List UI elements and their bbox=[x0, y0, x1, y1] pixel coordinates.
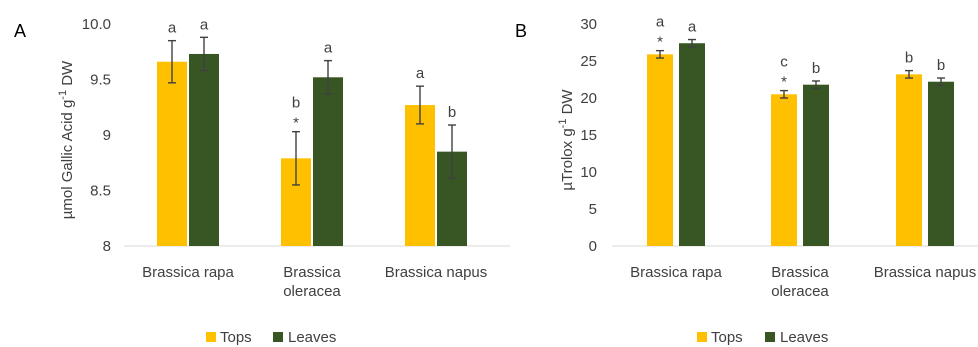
panel-a-legend-tops: Tops bbox=[220, 329, 252, 346]
y-tick-label: 20 bbox=[580, 90, 597, 107]
significance-letter: a bbox=[656, 14, 665, 31]
category-label-line2: oleracea bbox=[283, 283, 341, 300]
significance-letter: b bbox=[905, 50, 913, 67]
significance-letter: b bbox=[812, 60, 820, 77]
category-label: Brassica napus bbox=[874, 264, 977, 281]
y-tick-label: 9.5 bbox=[90, 72, 111, 89]
panel-a-legend: Tops Leaves bbox=[206, 329, 336, 346]
y-tick-label: 8.5 bbox=[90, 183, 111, 200]
panel-a-legend-leaves-swatch bbox=[273, 332, 283, 342]
significance-star: * bbox=[781, 74, 787, 91]
panel-b: B µTrolox g-1 DW 0 5 10 15 20 25 30 * a * c b a b b B… bbox=[515, 14, 978, 346]
category-label-line2: oleracea bbox=[771, 283, 829, 300]
panel-a-bars: a * b a a a b bbox=[157, 16, 467, 246]
significance-letter: a bbox=[168, 20, 177, 37]
significance-letter: a bbox=[688, 19, 697, 36]
y-tick-label: 0 bbox=[589, 238, 597, 255]
panel-a: A µmol Gallic Acid g-1 DW 8 8.5 9 9.5 10.0 a… bbox=[14, 16, 510, 346]
panel-a-ylabel-sup: -1 bbox=[57, 90, 69, 100]
y-tick-label: 9 bbox=[103, 127, 111, 144]
category-label: Brassica bbox=[771, 264, 829, 281]
bar-tops-1 bbox=[771, 94, 797, 246]
significance-star: * bbox=[657, 34, 663, 51]
panel-a-letter: A bbox=[14, 21, 26, 41]
panel-a-ylabel-text: µmol Gallic Acid g bbox=[59, 100, 76, 220]
panel-b-legend-leaves: Leaves bbox=[780, 329, 828, 346]
y-tick-label: 15 bbox=[580, 127, 597, 144]
panel-b-bars: * a * c b a b b bbox=[647, 14, 954, 247]
panel-b-legend-tops: Tops bbox=[711, 329, 743, 346]
bar-tops-0 bbox=[647, 54, 673, 247]
bar-leaves-0 bbox=[189, 53, 219, 246]
panel-a-categories: Brassica rapa Brassica oleracea Brassica na… bbox=[142, 264, 487, 300]
bar-leaves-0 bbox=[679, 43, 705, 246]
panel-b-ylabel-suffix: DW bbox=[559, 89, 576, 119]
panel-a-ylabel-suffix: DW bbox=[59, 60, 76, 90]
category-label: Brassica napus bbox=[385, 264, 488, 281]
panel-b-ylabel: µTrolox g-1 DW bbox=[557, 89, 576, 191]
y-tick-label: 8 bbox=[103, 238, 111, 255]
panel-b-legend: Tops Leaves bbox=[697, 329, 828, 346]
significance-letter: a bbox=[416, 65, 425, 82]
panel-a-legend-leaves: Leaves bbox=[288, 329, 336, 346]
panel-a-y-ticks: 8 8.5 9 9.5 10.0 bbox=[82, 16, 111, 255]
panel-b-legend-tops-swatch bbox=[697, 332, 707, 342]
significance-letter: c bbox=[780, 54, 788, 71]
category-label: Brassica rapa bbox=[630, 264, 722, 281]
y-tick-label: 5 bbox=[589, 201, 597, 218]
category-label: Brassica bbox=[283, 264, 341, 281]
y-tick-label: 10.0 bbox=[82, 16, 111, 33]
significance-star: * bbox=[293, 115, 299, 132]
bar-leaves-2 bbox=[928, 81, 954, 246]
bar-tops-2 bbox=[405, 105, 435, 246]
panel-b-legend-leaves-swatch bbox=[765, 332, 775, 342]
y-tick-label: 10 bbox=[580, 164, 597, 181]
panel-a-legend-tops-swatch bbox=[206, 332, 216, 342]
significance-letter: b bbox=[448, 104, 456, 121]
y-tick-label: 25 bbox=[580, 53, 597, 70]
panel-b-letter: B bbox=[515, 21, 527, 41]
significance-letter: a bbox=[324, 40, 333, 57]
y-tick-label: 30 bbox=[580, 16, 597, 33]
panel-b-ylabel-sup: -1 bbox=[557, 119, 569, 129]
significance-letter: b bbox=[937, 57, 945, 74]
bar-leaves-1 bbox=[313, 77, 343, 246]
bar-tops-2 bbox=[896, 74, 922, 246]
panel-b-ylabel-text: µTrolox g bbox=[559, 128, 576, 190]
category-label: Brassica rapa bbox=[142, 264, 234, 281]
bar-leaves-1 bbox=[803, 84, 829, 247]
bar-tops-0 bbox=[157, 61, 187, 246]
panel-b-y-ticks: 0 5 10 15 20 25 30 bbox=[580, 16, 597, 255]
significance-letter: b bbox=[292, 95, 300, 112]
panel-a-ylabel: µmol Gallic Acid g-1 DW bbox=[57, 60, 76, 219]
significance-letter: a bbox=[200, 16, 209, 33]
panel-b-categories: Brassica rapa Brassica oleracea Brassica na… bbox=[630, 264, 976, 300]
